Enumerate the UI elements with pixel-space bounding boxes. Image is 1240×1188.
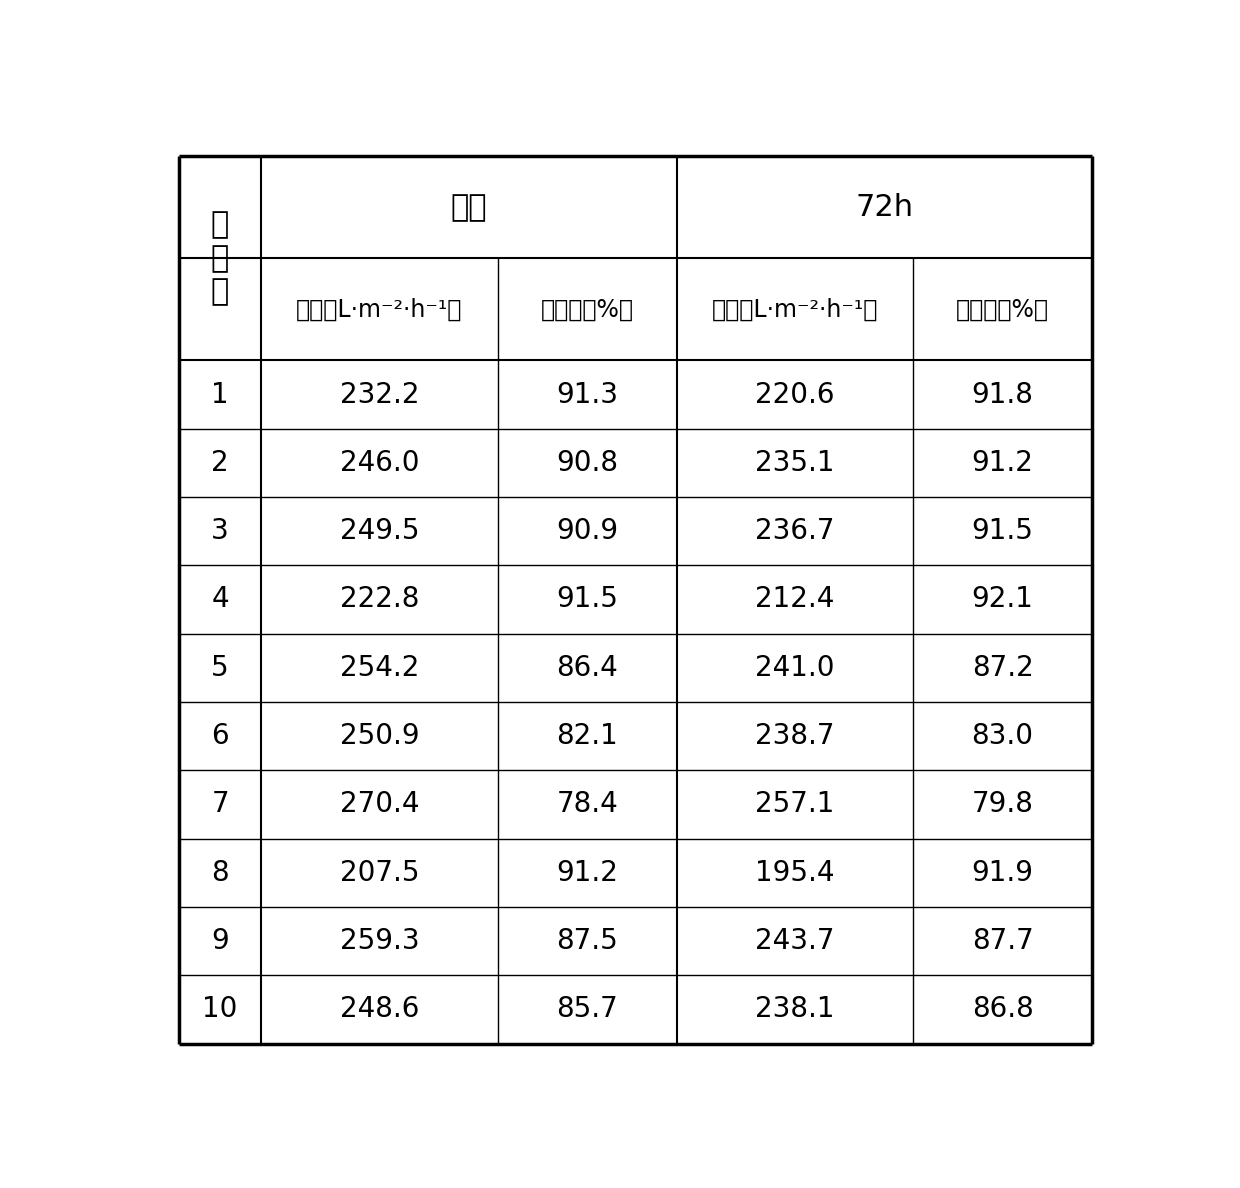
Text: 3: 3	[211, 517, 229, 545]
Text: 249.5: 249.5	[340, 517, 419, 545]
Text: 83.0: 83.0	[972, 722, 1034, 750]
Text: 样
品
膜: 样 品 膜	[211, 210, 229, 307]
Text: 91.8: 91.8	[972, 380, 1034, 409]
Text: 92.1: 92.1	[972, 586, 1034, 613]
Text: 238.7: 238.7	[755, 722, 835, 750]
Text: 90.8: 90.8	[557, 449, 619, 476]
Text: 79.8: 79.8	[972, 790, 1034, 819]
Text: 250.9: 250.9	[340, 722, 419, 750]
Text: 72h: 72h	[856, 192, 914, 222]
Text: 195.4: 195.4	[755, 859, 835, 886]
Text: 86.8: 86.8	[972, 996, 1033, 1023]
Text: 1: 1	[211, 380, 229, 409]
Text: 91.2: 91.2	[557, 859, 618, 886]
Text: 259.3: 259.3	[340, 927, 419, 955]
Text: 87.2: 87.2	[972, 653, 1033, 682]
Text: 270.4: 270.4	[340, 790, 419, 819]
Text: 通量（L·m⁻²·h⁻¹）: 通量（L·m⁻²·h⁻¹）	[296, 297, 463, 321]
Text: 截留率（%）: 截留率（%）	[956, 297, 1049, 321]
Text: 截留率（%）: 截留率（%）	[541, 297, 634, 321]
Text: 235.1: 235.1	[755, 449, 835, 476]
Text: 82.1: 82.1	[557, 722, 618, 750]
Text: 8: 8	[211, 859, 229, 886]
Text: 2: 2	[211, 449, 229, 476]
Text: 10: 10	[202, 996, 238, 1023]
Text: 通量（L·m⁻²·h⁻¹）: 通量（L·m⁻²·h⁻¹）	[712, 297, 878, 321]
Text: 236.7: 236.7	[755, 517, 835, 545]
Text: 212.4: 212.4	[755, 586, 835, 613]
Text: 254.2: 254.2	[340, 653, 419, 682]
Text: 7: 7	[211, 790, 229, 819]
Text: 87.5: 87.5	[557, 927, 618, 955]
Text: 91.5: 91.5	[557, 586, 618, 613]
Text: 222.8: 222.8	[340, 586, 419, 613]
Text: 87.7: 87.7	[972, 927, 1033, 955]
Text: 初始: 初始	[450, 192, 487, 222]
Text: 91.5: 91.5	[972, 517, 1034, 545]
Text: 243.7: 243.7	[755, 927, 835, 955]
Text: 91.9: 91.9	[972, 859, 1034, 886]
Text: 257.1: 257.1	[755, 790, 835, 819]
Text: 9: 9	[211, 927, 229, 955]
Text: 85.7: 85.7	[557, 996, 618, 1023]
Text: 6: 6	[211, 722, 229, 750]
Text: 90.9: 90.9	[556, 517, 619, 545]
Text: 220.6: 220.6	[755, 380, 835, 409]
Text: 207.5: 207.5	[340, 859, 419, 886]
Text: 78.4: 78.4	[557, 790, 618, 819]
Text: 4: 4	[211, 586, 229, 613]
Text: 241.0: 241.0	[755, 653, 835, 682]
Text: 86.4: 86.4	[557, 653, 618, 682]
Text: 248.6: 248.6	[340, 996, 419, 1023]
Text: 91.2: 91.2	[972, 449, 1034, 476]
Text: 246.0: 246.0	[340, 449, 419, 476]
Text: 5: 5	[211, 653, 229, 682]
Text: 91.3: 91.3	[557, 380, 619, 409]
Text: 232.2: 232.2	[340, 380, 419, 409]
Text: 238.1: 238.1	[755, 996, 835, 1023]
